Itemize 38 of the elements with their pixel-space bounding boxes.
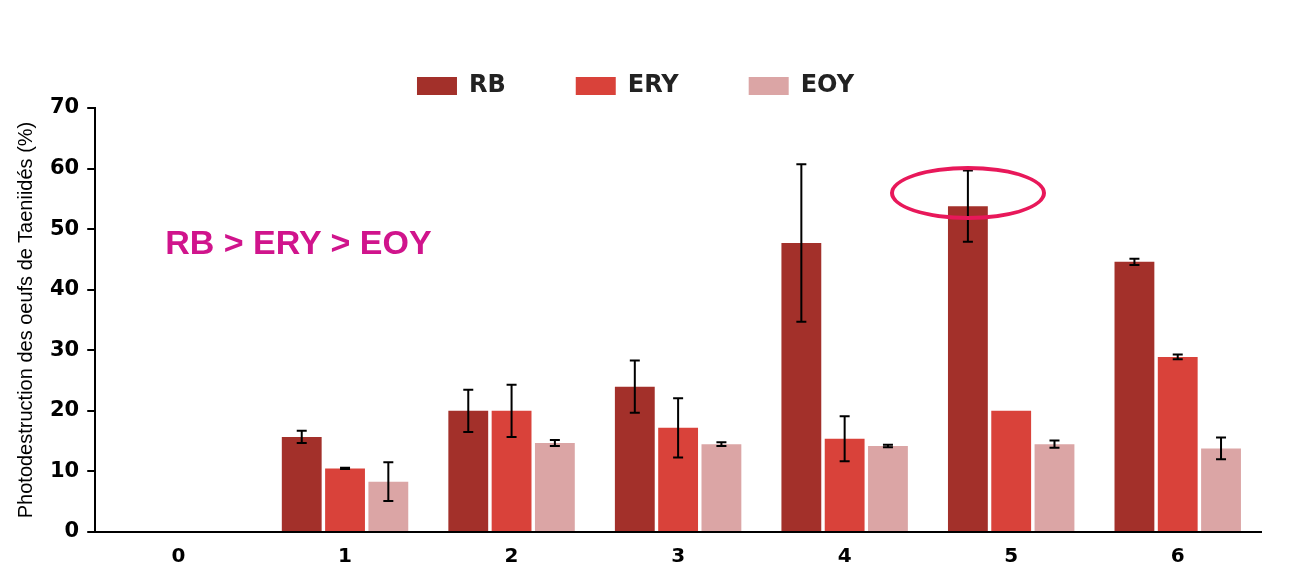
- x-tick-label: 1: [338, 543, 352, 568]
- legend-label: RB: [468, 70, 506, 99]
- bar: [1034, 444, 1075, 531]
- legend-label: ERY: [627, 70, 680, 99]
- bar: [991, 410, 1032, 531]
- bar: [1157, 356, 1198, 531]
- y-tick-label: 0: [64, 518, 80, 543]
- x-tick-label: 3: [671, 543, 686, 568]
- bar: [701, 444, 742, 531]
- y-tick-label: 60: [49, 155, 80, 180]
- annotation: RB > ERY > EOY: [165, 223, 432, 262]
- x-tick-label: 0: [171, 543, 186, 568]
- bar: [824, 438, 865, 531]
- bar: [1114, 261, 1155, 531]
- y-tick-label: 40: [49, 276, 80, 301]
- bar: [368, 481, 409, 531]
- bar: [491, 410, 532, 531]
- bar: [281, 436, 322, 531]
- y-axis-title: Photodestruction des oeufs de Taeniidés (%): [13, 121, 36, 519]
- x-tick-label: 2: [504, 543, 519, 568]
- y-tick-label: 70: [49, 94, 80, 119]
- bar: [947, 206, 988, 531]
- x-tick-label: 4: [837, 543, 852, 568]
- bar: [658, 427, 699, 531]
- x-tick-label: 5: [1004, 543, 1019, 568]
- x-tick-label: 6: [1170, 543, 1185, 568]
- legend-label: EOY: [800, 70, 855, 99]
- y-tick-label: 10: [49, 457, 80, 482]
- bar: [1201, 448, 1241, 531]
- y-tick-label: 20: [49, 397, 80, 422]
- y-tick-label: 50: [49, 215, 80, 240]
- bar: [868, 445, 908, 531]
- bar: [448, 410, 489, 531]
- bar: [614, 386, 655, 531]
- bar: [325, 468, 365, 531]
- bar: [534, 442, 575, 531]
- y-tick-label: 30: [49, 336, 80, 361]
- bar: [781, 243, 822, 531]
